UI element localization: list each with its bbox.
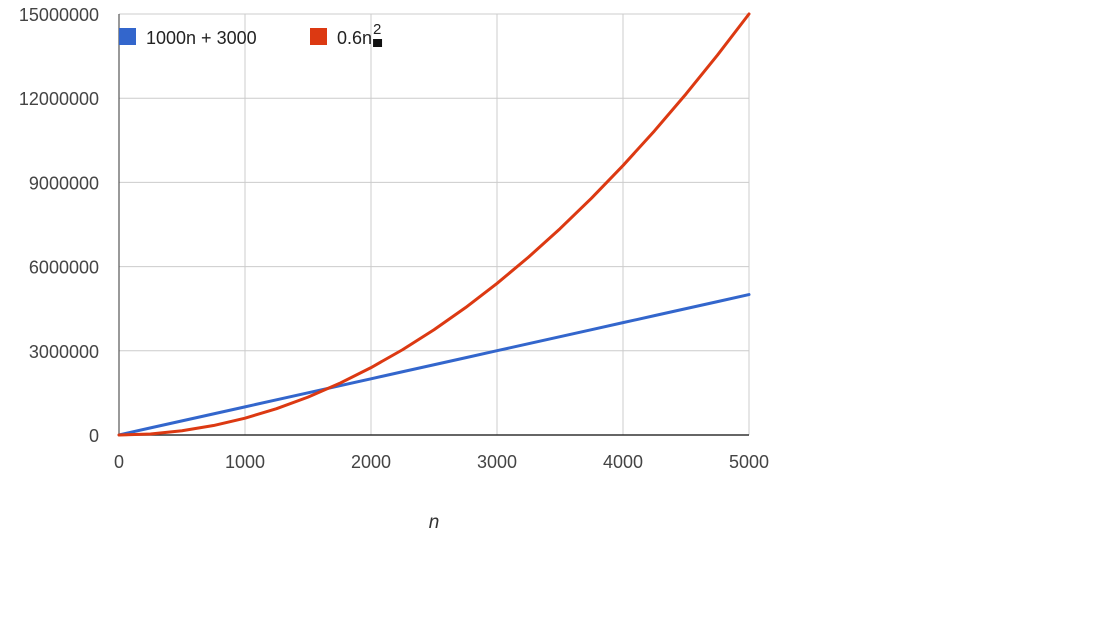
y-tick-label: 9000000: [29, 173, 99, 193]
legend-label-exponent: 2: [373, 21, 381, 38]
x-tick-label: 3000: [477, 452, 517, 472]
series-line-2: [117, 12, 751, 437]
legend-label: 0.6n: [337, 28, 372, 48]
legend-swatch: [119, 28, 136, 45]
x-tick-label: 1000: [225, 452, 265, 472]
legend-swatch: [310, 28, 327, 45]
x-tick-label: 2000: [351, 452, 391, 472]
axes: [118, 14, 749, 436]
y-tick-label: 12000000: [19, 89, 99, 109]
y-tick-label: 15000000: [19, 5, 99, 25]
legend-label: 1000n + 3000: [146, 28, 257, 48]
legend-marker-square: [373, 39, 383, 47]
legend-item-2: 0.6n 2: [310, 21, 383, 48]
series-group: [117, 12, 751, 437]
legend: 1000n + 3000 0.6n 2: [119, 21, 383, 48]
y-tick-label: 3000000: [29, 342, 99, 362]
x-tick-label: 4000: [603, 452, 643, 472]
y-tick-label: 0: [89, 426, 99, 446]
x-tick-label: 0: [114, 452, 124, 472]
x-tick-label: 5000: [729, 452, 769, 472]
legend-item-1: 1000n + 3000: [119, 28, 257, 48]
series-line-1: [117, 293, 751, 437]
x-axis-title: n: [429, 512, 440, 533]
y-tick-labels: 0 3000000 6000000 9000000 12000000 15000000: [19, 5, 99, 446]
x-tick-labels: 0 1000 2000 3000 4000 5000: [114, 452, 769, 472]
grid: [119, 13, 750, 435]
y-tick-label: 6000000: [29, 258, 99, 278]
